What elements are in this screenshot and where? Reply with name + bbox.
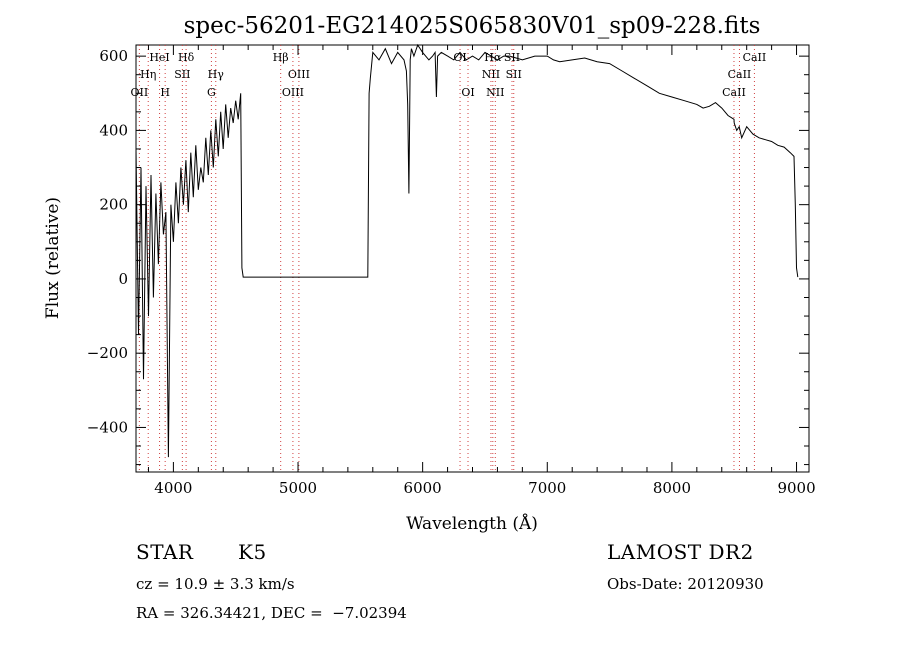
survey-name: LAMOST DR2: [607, 540, 754, 564]
reference-line-label: SII: [504, 51, 520, 64]
x-tick-label: 4000: [154, 479, 192, 497]
y-axis-ticks: −400 −200 0 200 400 600: [87, 47, 809, 466]
x-axis-label: Wavelength (Å): [406, 513, 538, 534]
flux-series-line: [135, 43, 799, 458]
reference-line-label: Hη: [140, 68, 156, 81]
chart-title: spec-56201-EG214025S065830V01_sp09-228.f…: [184, 13, 761, 39]
y-tick-label: −200: [87, 344, 128, 362]
reference-line-label: Hδ: [178, 51, 195, 64]
x-tick-label: 8000: [653, 479, 691, 497]
x-tick-label: 9000: [777, 479, 815, 497]
reference-line-label: OI: [453, 51, 466, 64]
reference-line-label: H: [160, 86, 170, 99]
y-tick-label: 0: [118, 270, 128, 288]
y-tick-label: 600: [99, 47, 128, 65]
x-tick-label: 7000: [528, 479, 566, 497]
reference-line-label: Hβ: [273, 51, 289, 64]
x-axis-ticks: 4000 5000 6000 7000 8000 9000: [147, 45, 816, 497]
reference-lines: [138, 45, 755, 472]
reference-line-label: CaII: [728, 68, 752, 81]
reference-line-label: SII: [174, 68, 190, 81]
y-tick-label: −400: [87, 418, 128, 436]
reference-line-label: NII: [482, 68, 500, 81]
reference-line-label: OII: [131, 86, 149, 99]
redshift-value: cz = 10.9 ± 3.3 km/s: [136, 575, 295, 593]
y-axis-label: Flux (relative): [43, 197, 63, 319]
x-tick-label: 6000: [404, 479, 442, 497]
reference-line-label: G: [207, 86, 216, 99]
reference-line-label: HeI: [149, 51, 169, 64]
y-tick-label: 200: [99, 196, 128, 214]
reference-line-label: OIII: [288, 68, 310, 81]
reference-line-label: NII: [486, 86, 504, 99]
reference-line-label: CaII: [722, 86, 746, 99]
y-tick-label: 400: [99, 121, 128, 139]
reference-line-label: Hγ: [208, 68, 225, 81]
object-subclass: K5: [238, 540, 267, 564]
reference-line-label: CaII: [743, 51, 767, 64]
coordinates: RA = 326.34421, DEC = −7.02394: [136, 604, 407, 622]
reference-line-label: OIII: [282, 86, 304, 99]
x-tick-label: 5000: [279, 479, 317, 497]
reference-line-label: OI: [461, 86, 474, 99]
observation-date: Obs-Date: 20120930: [607, 575, 764, 593]
reference-line-labels: OIIHηHeIHSIIHδGHγHβOIIIOIIIOIOINIIHαNIIS…: [131, 51, 767, 99]
object-class: STAR: [136, 540, 194, 564]
reference-line-label: SII: [506, 68, 522, 81]
